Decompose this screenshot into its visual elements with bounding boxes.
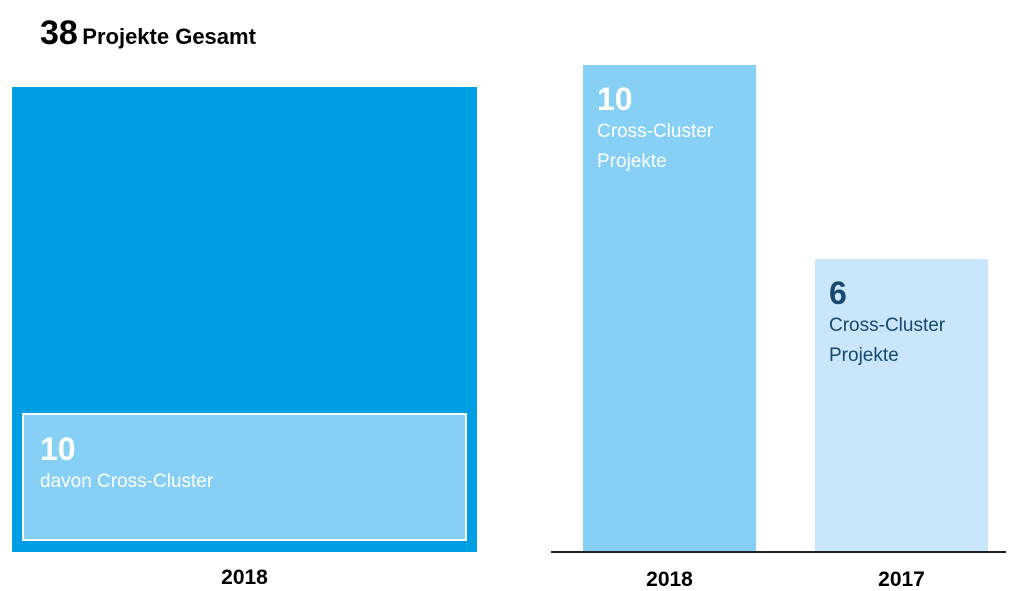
bar: 6 Cross-Cluster Projekte [815, 259, 988, 551]
total-square: 10 davon Cross-Cluster [12, 87, 477, 552]
header: 38 Projekte Gesamt [40, 14, 256, 53]
bar-value: 6 [829, 275, 847, 312]
category-label: 2018 [221, 566, 268, 589]
baseline [551, 551, 1006, 553]
category-label: 2017 [878, 568, 925, 591]
bar-text: Cross-Cluster Projekte [597, 121, 714, 172]
bar-text: Cross-Cluster Projekte [829, 315, 946, 367]
category-label: 2018 [646, 568, 693, 591]
total-number: 38 [40, 14, 78, 52]
bar: 10 Cross-Cluster Projekte [583, 65, 756, 551]
part-box: 10 davon Cross-Cluster [22, 413, 467, 541]
part-label: davon Cross-Cluster [40, 471, 214, 493]
part-value: 10 [40, 431, 76, 468]
bar-value: 10 [597, 81, 633, 117]
header-title: Projekte Gesamt [82, 24, 256, 49]
